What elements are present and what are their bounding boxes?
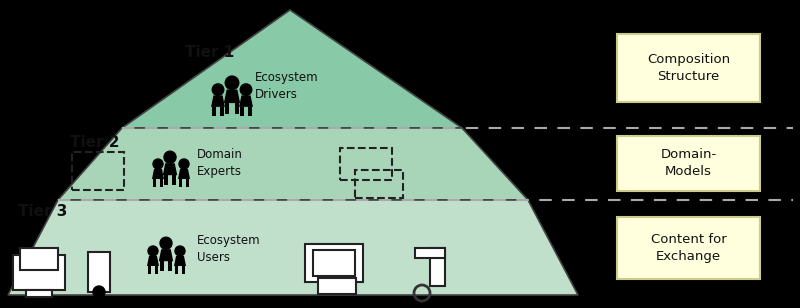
Polygon shape: [160, 261, 163, 271]
Text: Tier 1: Tier 1: [185, 44, 234, 59]
FancyBboxPatch shape: [415, 248, 445, 258]
Polygon shape: [174, 256, 186, 266]
Polygon shape: [220, 107, 224, 116]
FancyBboxPatch shape: [430, 248, 445, 286]
Circle shape: [240, 84, 252, 95]
Polygon shape: [226, 103, 230, 114]
Polygon shape: [173, 175, 176, 185]
FancyBboxPatch shape: [20, 248, 58, 270]
Circle shape: [212, 84, 224, 95]
Text: Domain-
Models: Domain- Models: [660, 148, 717, 178]
Polygon shape: [212, 107, 216, 116]
Polygon shape: [169, 261, 172, 271]
Circle shape: [160, 237, 172, 249]
Polygon shape: [147, 256, 159, 266]
Circle shape: [175, 246, 185, 256]
Polygon shape: [175, 266, 178, 274]
Polygon shape: [155, 266, 158, 274]
Polygon shape: [239, 95, 253, 107]
Text: Domain
Experts: Domain Experts: [197, 148, 243, 178]
Polygon shape: [164, 175, 168, 185]
FancyBboxPatch shape: [26, 290, 52, 297]
Circle shape: [164, 151, 176, 163]
FancyBboxPatch shape: [88, 252, 110, 292]
Circle shape: [153, 159, 163, 169]
Polygon shape: [158, 249, 173, 261]
FancyBboxPatch shape: [318, 278, 356, 294]
Text: Tier 2: Tier 2: [70, 135, 119, 149]
Polygon shape: [186, 179, 189, 187]
Polygon shape: [148, 266, 151, 274]
Circle shape: [226, 76, 238, 90]
Text: Content for
Exchange: Content for Exchange: [650, 233, 726, 263]
Polygon shape: [178, 169, 190, 179]
Text: Composition
Structure: Composition Structure: [647, 53, 730, 83]
Polygon shape: [153, 179, 156, 187]
Text: Tier 3: Tier 3: [18, 205, 67, 220]
Circle shape: [148, 246, 158, 256]
Text: Ecosystem
Drivers: Ecosystem Drivers: [255, 71, 318, 101]
Polygon shape: [152, 169, 164, 179]
FancyBboxPatch shape: [313, 250, 355, 276]
Circle shape: [179, 159, 189, 169]
Polygon shape: [179, 179, 182, 187]
FancyBboxPatch shape: [13, 255, 65, 290]
Polygon shape: [234, 103, 238, 114]
Polygon shape: [211, 95, 225, 107]
FancyBboxPatch shape: [617, 34, 760, 102]
Polygon shape: [163, 163, 178, 175]
FancyBboxPatch shape: [617, 136, 760, 191]
FancyBboxPatch shape: [305, 244, 363, 282]
Circle shape: [93, 286, 105, 298]
Polygon shape: [248, 107, 252, 116]
Polygon shape: [58, 128, 528, 200]
Polygon shape: [224, 90, 240, 103]
Polygon shape: [182, 266, 185, 274]
FancyBboxPatch shape: [617, 217, 760, 279]
Polygon shape: [240, 107, 244, 116]
Text: Ecosystem
Users: Ecosystem Users: [197, 234, 261, 264]
Polygon shape: [8, 200, 578, 295]
Polygon shape: [122, 10, 462, 128]
Polygon shape: [160, 179, 163, 187]
